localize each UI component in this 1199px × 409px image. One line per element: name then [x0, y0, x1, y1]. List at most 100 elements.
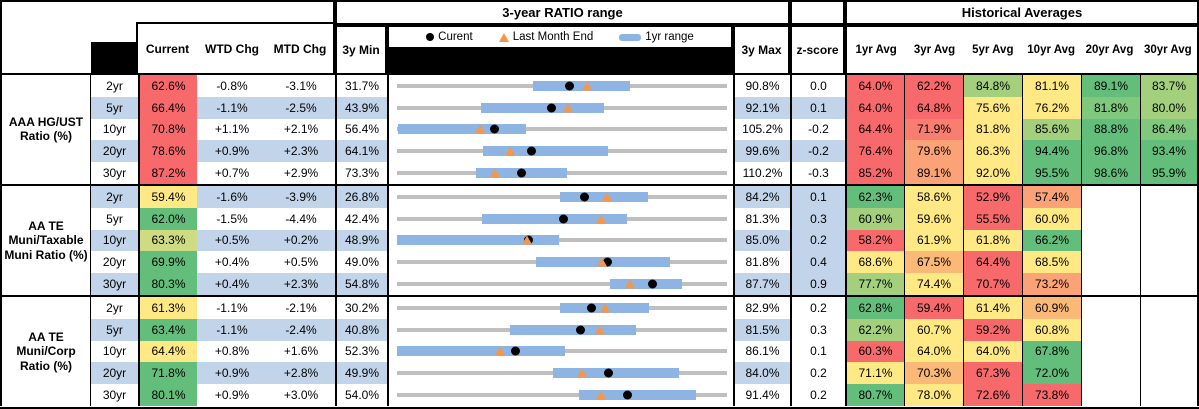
avg-cell [1140, 207, 1199, 230]
range-bar-1yr [481, 102, 604, 113]
table-row: 2yr 61.3% -1.1% -2.1% 30.2% 82.9% 0.2 62.8% 59.4… [91, 296, 1199, 319]
avg-cell: 61.9% [904, 229, 963, 252]
group-label: AA TE Muni/Corp Ratio (%) [0, 296, 91, 406]
avg-cell: 60.7% [904, 318, 963, 341]
mtd-chg-cell: +2.9% [267, 162, 335, 184]
current-cell: 64.4% [138, 340, 197, 363]
current-marker [527, 146, 537, 156]
current-marker [602, 257, 612, 267]
min-3y-cell: 64.1% [335, 140, 387, 163]
table-row: 10yr 63.3% +0.5% +0.2% 48.9% 85.0% 0.2 58.2% 61.… [91, 229, 1199, 252]
range-bar-1yr [397, 235, 559, 246]
last-month-marker [576, 368, 587, 378]
table-row: 20yr 71.8% +0.9% +2.8% 49.9% 84.0% 0.2 71.1% 70.… [91, 362, 1199, 385]
range-bar-1yr [552, 368, 679, 379]
avg-cell: 61.4% [963, 296, 1022, 319]
last-month-marker [624, 279, 635, 289]
col-header-avg-1yr: 1yr Avg [855, 44, 897, 56]
mtd-chg-cell: +1.6% [267, 340, 335, 363]
avg-cell: 80.0% [1140, 96, 1199, 119]
tenor-cell: 10yr [91, 118, 138, 141]
min-3y-cell: 52.3% [335, 340, 387, 363]
max-3y-cell: 85.0% [733, 229, 790, 252]
chart-legend: Curent Last Month End 1yr range [389, 27, 731, 47]
avg-cell: 68.6% [845, 251, 904, 274]
avg-cell: 75.6% [963, 96, 1022, 119]
wtd-chg-cell: +0.4% [197, 251, 267, 274]
avg-cell: 86.3% [963, 140, 1022, 163]
min-3y-cell: 73.3% [335, 162, 387, 184]
chart-header: Curent Last Month End 1yr range [387, 25, 733, 75]
z-score-cell: 0.2 [790, 384, 845, 406]
max-3y-cell: 99.6% [733, 140, 790, 163]
avg-cell [1140, 185, 1199, 208]
mtd-chg-cell: +2.1% [267, 118, 335, 141]
tenor-cell: 10yr [91, 229, 138, 252]
table-row: 10yr 64.4% +0.8% +1.6% 52.3% 86.1% 0.1 60.3% 64.… [91, 340, 1199, 363]
min-3y-cell: 42.4% [335, 207, 387, 230]
avg-cell [1081, 185, 1140, 208]
min-3y-cell: 48.9% [335, 229, 387, 252]
min-3y-cell: 54.0% [335, 384, 387, 406]
avg-cell [1140, 273, 1199, 295]
wtd-chg-cell: -0.8% [197, 75, 267, 97]
col-header-avg-10yr: 10yr Avg [1027, 44, 1076, 56]
tenor-cell: 20yr [91, 251, 138, 274]
avg-cell: 94.4% [1022, 140, 1081, 163]
avg-cell: 70.7% [963, 273, 1022, 295]
current-marker [579, 192, 589, 202]
col-header-wtd-chg: WTD Chg [205, 41, 259, 56]
avg-cell: 64.4% [963, 251, 1022, 274]
current-marker [558, 214, 568, 224]
range-track [397, 282, 727, 287]
max-3y-cell: 84.2% [733, 185, 790, 208]
col-header-avg-20yr: 20yr Avg [1085, 44, 1134, 56]
avg-cell: 64.0% [845, 75, 904, 97]
avg-cell: 96.8% [1081, 140, 1140, 163]
avg-cell [1081, 362, 1140, 385]
mtd-chg-cell: -4.4% [267, 207, 335, 230]
min-3y-cell: 30.2% [335, 296, 387, 319]
avg-cell: 64.0% [845, 96, 904, 119]
avg-cell: 73.8% [1022, 384, 1081, 406]
z-score-cell: 0.2 [790, 362, 845, 385]
avg-cell: 60.8% [1022, 318, 1081, 341]
avg-cell: 92.0% [963, 162, 1022, 184]
wtd-chg-cell: +0.8% [197, 340, 267, 363]
avg-cell [1140, 384, 1199, 406]
last-month-marker [494, 346, 505, 356]
range-chart-cell [387, 75, 733, 97]
avg-cell: 80.7% [845, 384, 904, 406]
z-score-cell: 0.0 [790, 75, 845, 97]
wtd-chg-cell: -1.1% [197, 296, 267, 319]
mtd-chg-cell: -3.1% [267, 75, 335, 97]
avg-cell: 85.6% [1022, 118, 1081, 141]
tenor-cell: 5yr [91, 318, 138, 341]
min-3y-cell: 49.0% [335, 251, 387, 274]
last-month-marker [521, 235, 532, 245]
range-track [397, 127, 727, 132]
table-row: 2yr 62.6% -0.8% -3.1% 31.7% 90.8% 0.0 64.0% 62.2… [91, 75, 1199, 97]
last-month-marker [505, 146, 516, 156]
avg-cell: 64.8% [904, 96, 963, 119]
current-marker [516, 168, 526, 178]
avg-cell: 89.1% [904, 162, 963, 184]
range-chart-cell [387, 296, 733, 319]
avg-cell [1140, 229, 1199, 252]
tenor-cell: 10yr [91, 340, 138, 363]
wtd-chg-cell: -1.1% [197, 96, 267, 119]
ratio-group: AA TE Muni/Corp Ratio (%) 2yr 61.3% -1.1% -2… [0, 294, 1199, 406]
avg-cell [1140, 296, 1199, 319]
avg-cell [1140, 251, 1199, 274]
avg-cell: 62.3% [845, 185, 904, 208]
avg-cell [1081, 384, 1140, 406]
mtd-chg-cell: -2.4% [267, 318, 335, 341]
wtd-chg-cell: +0.7% [197, 162, 267, 184]
col-header-avg-30yr: 30yr Avg [1143, 44, 1192, 56]
table-row: 10yr 70.8% +1.1% +2.1% 56.4% 105.2% -0.2 64.4% 7… [91, 118, 1199, 141]
avg-cell: 85.2% [845, 162, 904, 184]
avg-cell: 52.9% [963, 185, 1022, 208]
range-bar-1yr [533, 80, 631, 91]
avg-cell: 71.9% [904, 118, 963, 141]
